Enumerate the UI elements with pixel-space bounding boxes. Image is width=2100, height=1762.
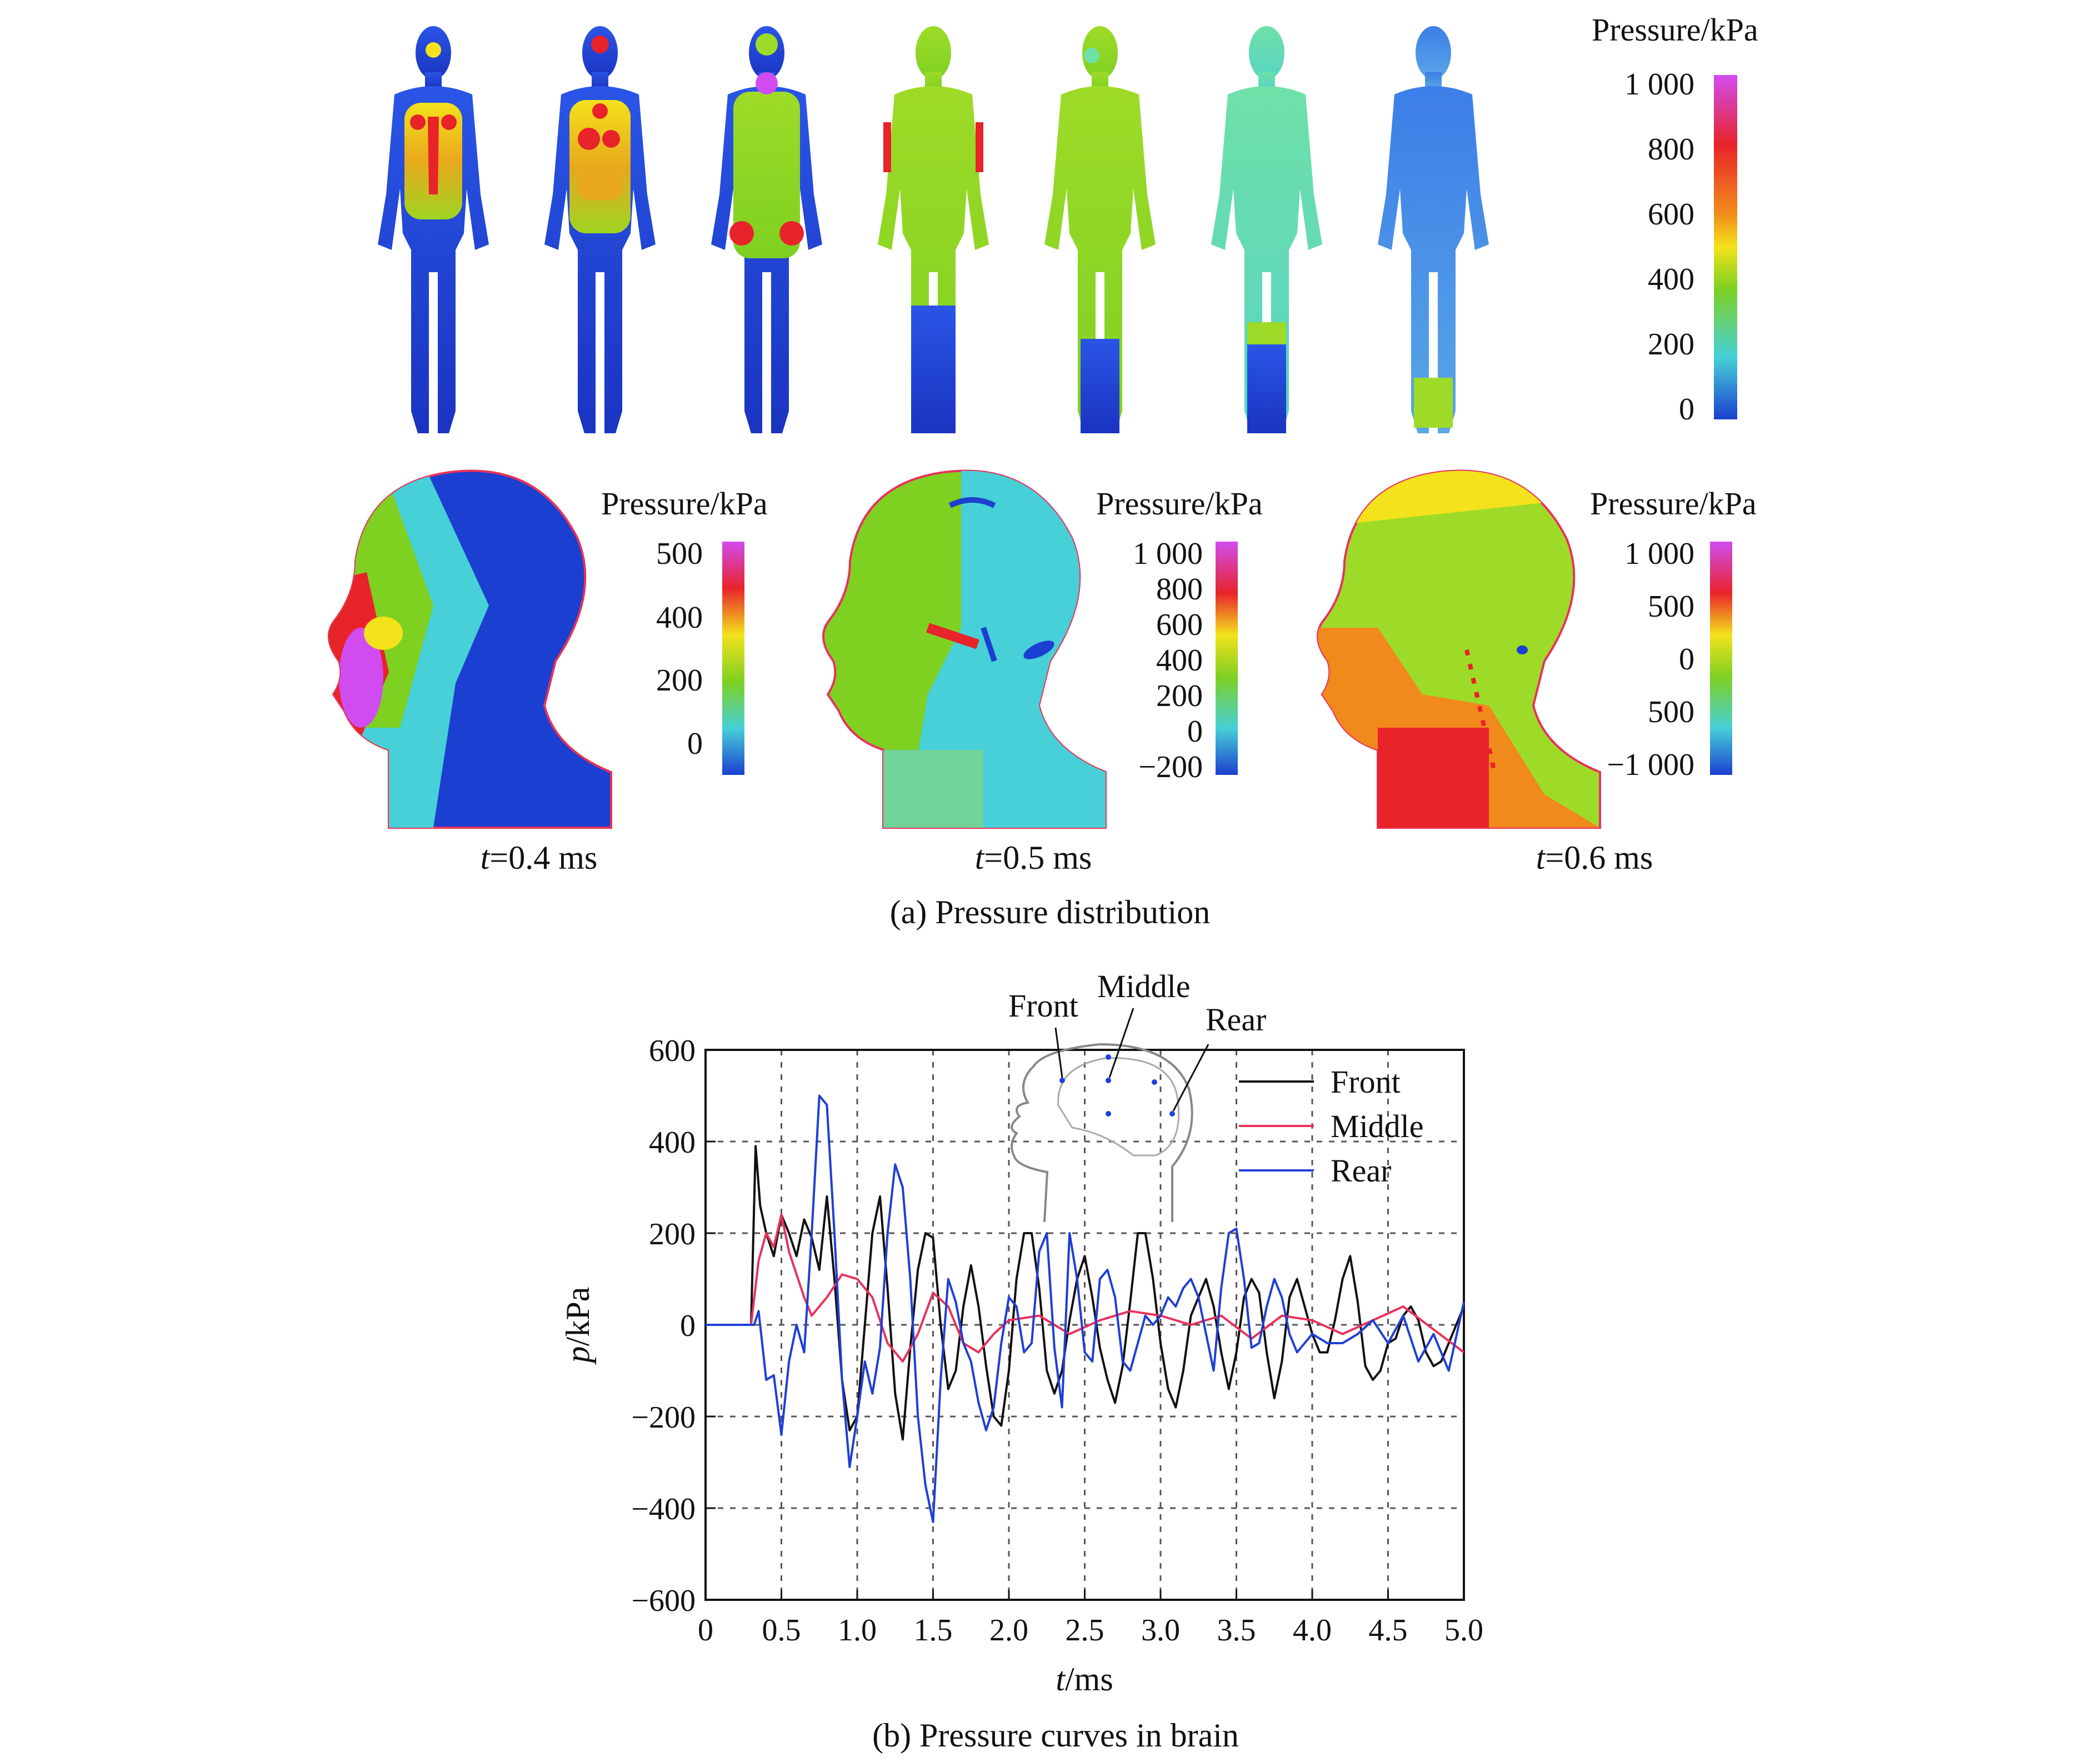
legend-label-rear: Rear xyxy=(1331,1153,1392,1189)
head3-colorbar-title: Pressure/kPa xyxy=(1590,485,1757,522)
brain-inset: Front Middle Rear xyxy=(1008,968,1267,1223)
y-tick-label: 400 xyxy=(649,1125,696,1160)
head3-colorbar-tick: −1 000 xyxy=(1607,748,1694,782)
time-label-3: t=0.6 ms xyxy=(1536,839,1653,876)
inset-label-rear: Rear xyxy=(1206,1002,1267,1038)
head2-colorbar-tick: 800 xyxy=(1156,572,1203,607)
sensor-middle-marker xyxy=(1106,1054,1111,1060)
head1-colorbar-tick: 200 xyxy=(656,663,703,698)
inset-label-middle: Middle xyxy=(1097,968,1191,1004)
series-line-middle xyxy=(706,1214,1465,1363)
head3-colorbar-tick: 500 xyxy=(1648,589,1694,624)
head2-colorbar-title: Pressure/kPa xyxy=(1096,485,1263,522)
sensor-front-marker xyxy=(1059,1078,1065,1083)
body-colorbar-tick: 800 xyxy=(1648,132,1694,167)
body-figure-3 xyxy=(711,26,822,433)
head3-colorbar-tick: 1 000 xyxy=(1624,537,1694,571)
brain-inset-brain-outline xyxy=(1057,1057,1180,1157)
body-colorbar-tick: 0 xyxy=(1679,392,1694,427)
body-colorbar-tick: 200 xyxy=(1648,327,1694,362)
body-figure-4 xyxy=(878,26,989,433)
head1-colorbar-tick: 400 xyxy=(656,600,703,635)
chart-series xyxy=(706,1094,1465,1523)
legend-label-front: Front xyxy=(1331,1064,1401,1100)
sensor-rear-marker xyxy=(1169,1111,1175,1117)
x-tick-label: 0 xyxy=(698,1613,713,1648)
x-tick-label: 2.5 xyxy=(1066,1613,1104,1648)
x-tick-label: 4.0 xyxy=(1293,1613,1332,1648)
body-colorbar-tick: 1 000 xyxy=(1624,67,1694,102)
panel-b-caption: (b) Pressure curves in brain xyxy=(872,1717,1239,1754)
y-tick-label: 0 xyxy=(680,1309,696,1343)
body-figure-5 xyxy=(1044,26,1156,433)
x-tick-label: 0.5 xyxy=(762,1613,801,1648)
brain-inset-head-outline xyxy=(1011,1043,1193,1223)
body-colorbar-tick: 600 xyxy=(1648,197,1694,232)
x-tick-label: 1.5 xyxy=(914,1613,953,1648)
head2-colorbar xyxy=(1216,542,1238,775)
head1-colorbar xyxy=(722,542,744,775)
body-sequence xyxy=(378,26,1489,433)
series-line-rear xyxy=(706,1094,1465,1523)
head-section-1 xyxy=(328,469,612,829)
body-colorbar-tick: 400 xyxy=(1648,262,1694,297)
chart-ticks: 0 0.5 1.0 1.5 2.0 2.5 3.0 3.5 4.0 4.5 5.0 600 400 200… xyxy=(631,1034,1483,1648)
head1-colorbar-title: Pressure/kPa xyxy=(601,485,768,522)
x-tick-label: 4.5 xyxy=(1369,1613,1408,1648)
middle-leader-line xyxy=(1108,1008,1134,1078)
head2-colorbar-tick: 1 000 xyxy=(1133,537,1203,571)
x-tick-label: 5.0 xyxy=(1444,1613,1483,1648)
body-figure-2 xyxy=(544,26,656,433)
sensor-middle-marker xyxy=(1106,1111,1111,1117)
body-colorbar xyxy=(1714,75,1737,419)
rear-leader-line xyxy=(1172,1044,1209,1112)
head2-colorbar-tick: 600 xyxy=(1156,608,1203,642)
body-figure-6 xyxy=(1211,26,1322,433)
sensor-middle-marker xyxy=(1106,1078,1111,1083)
head2-colorbar-tick: 0 xyxy=(1187,714,1203,749)
legend-label-middle: Middle xyxy=(1331,1108,1424,1144)
head-sections xyxy=(328,469,1601,829)
sensor-rear-marker xyxy=(1152,1079,1157,1085)
x-tick-label: 2.0 xyxy=(989,1613,1028,1648)
head1-colorbar-tick: 500 xyxy=(656,537,703,571)
y-tick-label: −400 xyxy=(631,1492,696,1526)
x-tick-label: 1.0 xyxy=(838,1613,877,1648)
chart-grid xyxy=(706,1050,1464,1600)
front-leader-line xyxy=(1054,1027,1063,1078)
head3-colorbar-tick: 500 xyxy=(1648,695,1694,729)
body-colorbar-title: Pressure/kPa xyxy=(1592,12,1758,48)
x-tick-label: 3.0 xyxy=(1141,1613,1180,1648)
x-axis-label: t/ms xyxy=(1056,1661,1113,1698)
body-figure-7 xyxy=(1378,26,1489,433)
head2-colorbar-tick: −200 xyxy=(1138,750,1203,784)
head3-colorbar-tick: 0 xyxy=(1679,642,1694,677)
inset-label-front: Front xyxy=(1008,988,1078,1024)
chart-legend: Front Middle Rear xyxy=(1239,1064,1424,1189)
y-tick-label: −200 xyxy=(631,1400,696,1435)
y-tick-label: 200 xyxy=(649,1217,696,1252)
body-figure-1 xyxy=(378,26,489,433)
head3-colorbar xyxy=(1710,542,1732,775)
time-label-1: t=0.4 ms xyxy=(480,839,598,876)
y-tick-label: 600 xyxy=(649,1034,696,1068)
y-tick-label: −600 xyxy=(631,1584,696,1618)
x-tick-label: 3.5 xyxy=(1217,1613,1256,1648)
y-axis-label: p/kPa xyxy=(559,1287,596,1365)
head2-colorbar-tick: 400 xyxy=(1156,643,1203,678)
head2-colorbar-tick: 200 xyxy=(1156,679,1203,713)
head1-colorbar-tick: 0 xyxy=(687,727,703,761)
time-label-2: t=0.5 ms xyxy=(974,839,1092,876)
panel-a-caption: (a) Pressure distribution xyxy=(889,894,1211,930)
